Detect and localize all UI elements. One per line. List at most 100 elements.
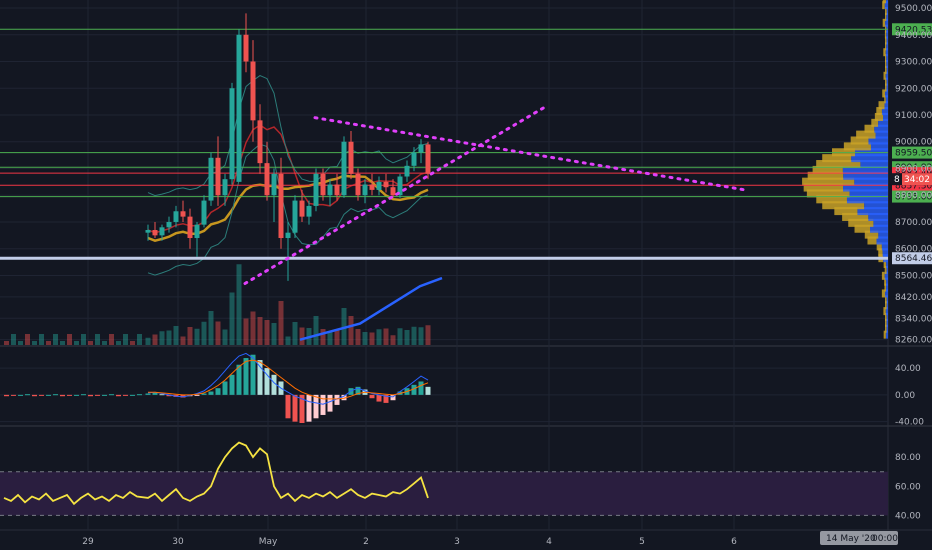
volume-bar — [188, 327, 193, 345]
price-tick-label: 8420.00 — [895, 293, 932, 303]
price-tick-label: 9300.00 — [895, 58, 932, 68]
price-tick-label: 8600.00 — [895, 245, 932, 255]
rsi-tick-label: 80.00 — [895, 453, 921, 463]
macd-histogram-bar — [60, 395, 65, 396]
volume-bar — [174, 326, 179, 345]
candle-body — [230, 88, 235, 179]
volume-bar — [116, 341, 121, 345]
volume-bar — [286, 337, 291, 346]
volume-bar — [321, 329, 326, 345]
volume-profile-bar — [882, 272, 885, 280]
volume-bar — [60, 341, 65, 345]
volume-bar — [265, 320, 270, 345]
macd-histogram-bar — [46, 395, 51, 396]
macd-histogram-bar — [272, 375, 277, 395]
candle-body — [412, 152, 417, 165]
macd-histogram-bar — [102, 395, 107, 396]
macd-histogram-bar — [314, 395, 319, 418]
price-level-label: 8564.46 — [895, 254, 932, 264]
price-tick-label: 8900.00 — [895, 164, 932, 174]
volume-profile-bar — [882, 89, 885, 97]
macd-histogram-bar — [328, 395, 333, 412]
macd-histogram-bar — [137, 394, 142, 395]
macd-histogram-bar — [153, 393, 158, 395]
candle-body — [265, 163, 270, 195]
macd-histogram-bar — [146, 394, 151, 395]
candle-body — [335, 185, 340, 196]
macd-histogram-bar — [74, 395, 79, 396]
volume-bar — [349, 316, 354, 345]
macd-histogram-bar — [237, 365, 242, 395]
volume-profile-bar — [886, 0, 888, 3]
time-tick-label: 29 — [82, 537, 94, 547]
price-tick-label: 9000.00 — [895, 138, 932, 148]
volume-bar — [419, 327, 424, 345]
candle-body — [286, 233, 291, 238]
rsi-tick-label: 40.00 — [895, 511, 921, 521]
volume-bar — [137, 334, 142, 345]
volume-bar — [25, 334, 30, 345]
macd-histogram-bar — [4, 395, 9, 396]
candle-body — [160, 227, 165, 235]
time-tick-label: 30 — [172, 537, 184, 547]
candle-body — [391, 187, 396, 195]
macd-histogram-bar — [195, 395, 200, 396]
candle-body — [258, 120, 263, 163]
volume-bar — [356, 329, 361, 345]
macd-histogram-bar — [209, 392, 214, 395]
macd-histogram-bar — [88, 395, 93, 396]
candle-body — [349, 142, 354, 174]
candle-body — [328, 185, 333, 196]
volume-bar — [391, 335, 396, 345]
candle-body — [174, 211, 179, 222]
candle-body — [293, 201, 298, 233]
price-level-label: 8959.50 — [895, 149, 932, 159]
candle-body — [195, 225, 200, 238]
volume-bar — [81, 334, 86, 345]
candle-body — [251, 62, 256, 121]
volume-bar — [153, 335, 158, 346]
candle-body — [363, 185, 368, 196]
countdown-label: 34:02 — [904, 175, 930, 185]
volume-bar — [160, 331, 165, 345]
candle-body — [216, 158, 221, 195]
macd-histogram-bar — [53, 394, 58, 395]
volume-bar — [370, 333, 375, 346]
macd-histogram-bar — [11, 395, 16, 396]
volume-bar — [46, 341, 51, 345]
volume-bar — [202, 322, 207, 345]
volume-bar — [426, 325, 431, 345]
volume-bar — [272, 323, 277, 345]
volume-bar — [67, 334, 72, 345]
candle-body — [202, 201, 207, 225]
candle-body — [272, 174, 277, 195]
candle-body — [146, 230, 151, 233]
price-tick-label: 9100.00 — [895, 111, 932, 121]
current-price-prefix: 8 — [894, 175, 900, 185]
volume-profile-bar — [879, 101, 885, 109]
volume-bar — [251, 312, 256, 346]
candle-body — [188, 217, 193, 238]
macd-histogram-bar — [286, 395, 291, 418]
candle-body — [244, 35, 249, 62]
price-tick-label: 8700.00 — [895, 218, 932, 228]
volume-bar — [39, 334, 44, 345]
macd-histogram-bar — [109, 394, 114, 395]
macd-tick-label: -40.00 — [895, 418, 924, 428]
macd-histogram-bar — [130, 395, 135, 396]
candle-body — [342, 142, 347, 195]
macd-histogram-bar — [81, 394, 86, 395]
candle-body — [377, 182, 382, 190]
candle-body — [356, 174, 361, 195]
macd-histogram-bar — [39, 395, 44, 396]
price-tick-label: 8260.00 — [895, 336, 932, 346]
candle-body — [307, 206, 312, 217]
volume-bar — [335, 330, 340, 345]
volume-bar — [258, 317, 263, 345]
time-tick-label: 3 — [454, 537, 460, 547]
volume-bar — [95, 334, 100, 345]
volume-profile-bar — [883, 0, 886, 3]
volume-bar — [109, 334, 114, 345]
time-tick-label: 6 — [731, 537, 737, 547]
